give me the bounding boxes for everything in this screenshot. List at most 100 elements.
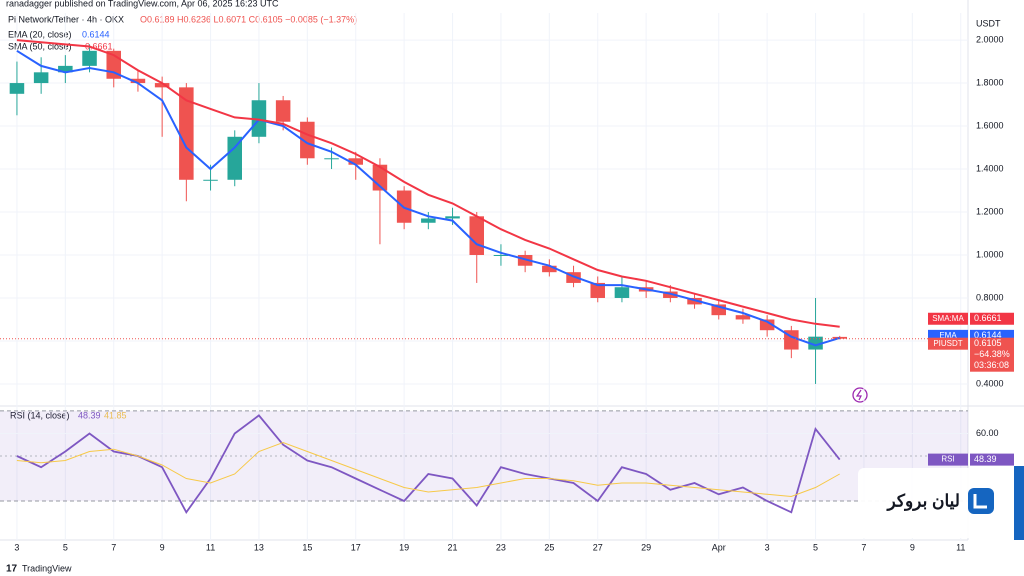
y-tick-label: 1.4000 (976, 163, 1004, 173)
candle-body (33, 72, 49, 84)
candle-body (275, 100, 291, 122)
alert-icon-bolt (855, 389, 862, 401)
x-tick-label: 3 (765, 542, 770, 552)
candle-body (542, 265, 557, 273)
ema-tag-value: 0.6144 (974, 330, 1002, 340)
currency: USDT (976, 18, 1001, 28)
x-tick-label: 11 (206, 542, 215, 552)
indicator-line (16, 39, 840, 328)
candle-body (348, 158, 363, 165)
footer-logo: 17 (6, 564, 18, 575)
candle-body (517, 254, 533, 266)
rsi-tick-label: 60.00 (976, 428, 999, 438)
candle-body (179, 87, 194, 180)
x-tick-label: 3 (14, 542, 19, 552)
candle-body (154, 83, 170, 88)
chart-title: Pi Network/Tether · 4h · OKX (8, 14, 124, 24)
publisher: ranadagger published on TradingView.com,… (6, 0, 279, 8)
rsi-tag-label: RSI (941, 455, 954, 464)
rsi-tag-value: 48.39 (974, 454, 997, 464)
watermark-box (858, 468, 1008, 538)
x-tick-label: 9 (160, 542, 165, 552)
watermark-logo-mark (973, 494, 987, 509)
rsi-line (16, 441, 840, 498)
candle-body (711, 304, 726, 316)
rsi-tag-box (928, 453, 968, 466)
x-tick-label: 7 (861, 542, 866, 552)
rsi-tag-value-box (970, 453, 1014, 466)
x-tick-label: 7 (111, 542, 116, 552)
sma-tag-value-box (970, 312, 1014, 325)
candle-body (58, 65, 73, 73)
candle-body (614, 287, 630, 298)
candle-body (469, 216, 484, 255)
rsi-line (16, 414, 841, 514)
candle-body (227, 136, 242, 180)
sma-tag-box (928, 312, 968, 325)
x-tick-label: 19 (399, 542, 409, 552)
watermark-text: لیان بروکر (886, 491, 961, 511)
candle-body (421, 218, 436, 223)
legend-ema: EMA (20, close) (8, 29, 72, 39)
candle-body (130, 78, 146, 84)
candle-body (493, 254, 509, 256)
legend-ema-value: 0.6144 (82, 29, 110, 39)
legend-sma-value: 0.6661 (85, 41, 113, 51)
legend-rsi-value: 48.39 (78, 410, 101, 420)
x-tick-label: 29 (641, 542, 651, 552)
candle-body (445, 216, 460, 219)
y-tick-label: 1.0000 (976, 249, 1004, 259)
candle-body (808, 336, 823, 350)
candle-body (663, 291, 678, 298)
footer: TradingView (22, 563, 72, 573)
candle-body (251, 100, 267, 137)
y-tick-label: 1.2000 (976, 206, 1004, 216)
watermark-bar (1014, 466, 1024, 540)
legend-rsi: RSI (14, close) (10, 410, 70, 420)
x-tick-label: 17 (351, 542, 361, 552)
candle-body (300, 121, 315, 159)
x-tick-label: 11 (956, 542, 965, 552)
watermark-logo (968, 488, 994, 514)
y-tick-label: 0.4000 (976, 378, 1004, 388)
candle-body (832, 336, 847, 339)
indicator-line (16, 49, 840, 347)
alert-icon[interactable] (852, 387, 868, 403)
x-tick-label: 9 (910, 542, 915, 552)
sma-tag-label: SMA:MA (932, 314, 964, 323)
candle-body (82, 50, 97, 66)
candle-body (324, 158, 339, 160)
x-tick-label: 5 (813, 542, 818, 552)
last-tag-label: PIUSDT (933, 339, 962, 348)
last-tag-value: 0.6105 (974, 338, 1002, 348)
x-tick-label: 21 (448, 542, 458, 552)
x-tick-label: 25 (544, 542, 554, 552)
x-tick-label: Apr (712, 542, 726, 552)
ohlc-header: O0.6189 H0.6236 L0.6071 C0.6105 −0.0085 … (140, 14, 357, 24)
sma-tag-value: 0.6661 (974, 313, 1002, 323)
candle-body (735, 315, 751, 320)
x-tick-label: 15 (302, 542, 312, 552)
watermark: لیان بروکر (858, 466, 1024, 540)
candle-body (759, 319, 775, 331)
last-tag-box (928, 337, 968, 350)
y-tick-label: 0.8000 (976, 292, 1004, 302)
candle-body (590, 282, 605, 298)
last-change: −64.38% (974, 349, 1010, 359)
y-tick-label: 1.6000 (976, 120, 1004, 130)
y-tick-label: 1.8000 (976, 77, 1004, 87)
y-tick-label: 2.0000 (976, 34, 1004, 44)
ema-tag-label: EMA (939, 331, 957, 340)
x-tick-label: 5 (63, 542, 68, 552)
x-tick-label: 27 (593, 542, 603, 552)
legend-rsi-ma-value: 41.85 (104, 410, 127, 420)
last-tag-value-box (970, 337, 1014, 372)
candle-body (9, 83, 25, 94)
candle-body (203, 179, 218, 181)
x-tick-label: 13 (254, 542, 264, 552)
legend-sma: SMA (50, close) (8, 41, 72, 51)
last-countdown: 03:36:08 (974, 360, 1009, 370)
